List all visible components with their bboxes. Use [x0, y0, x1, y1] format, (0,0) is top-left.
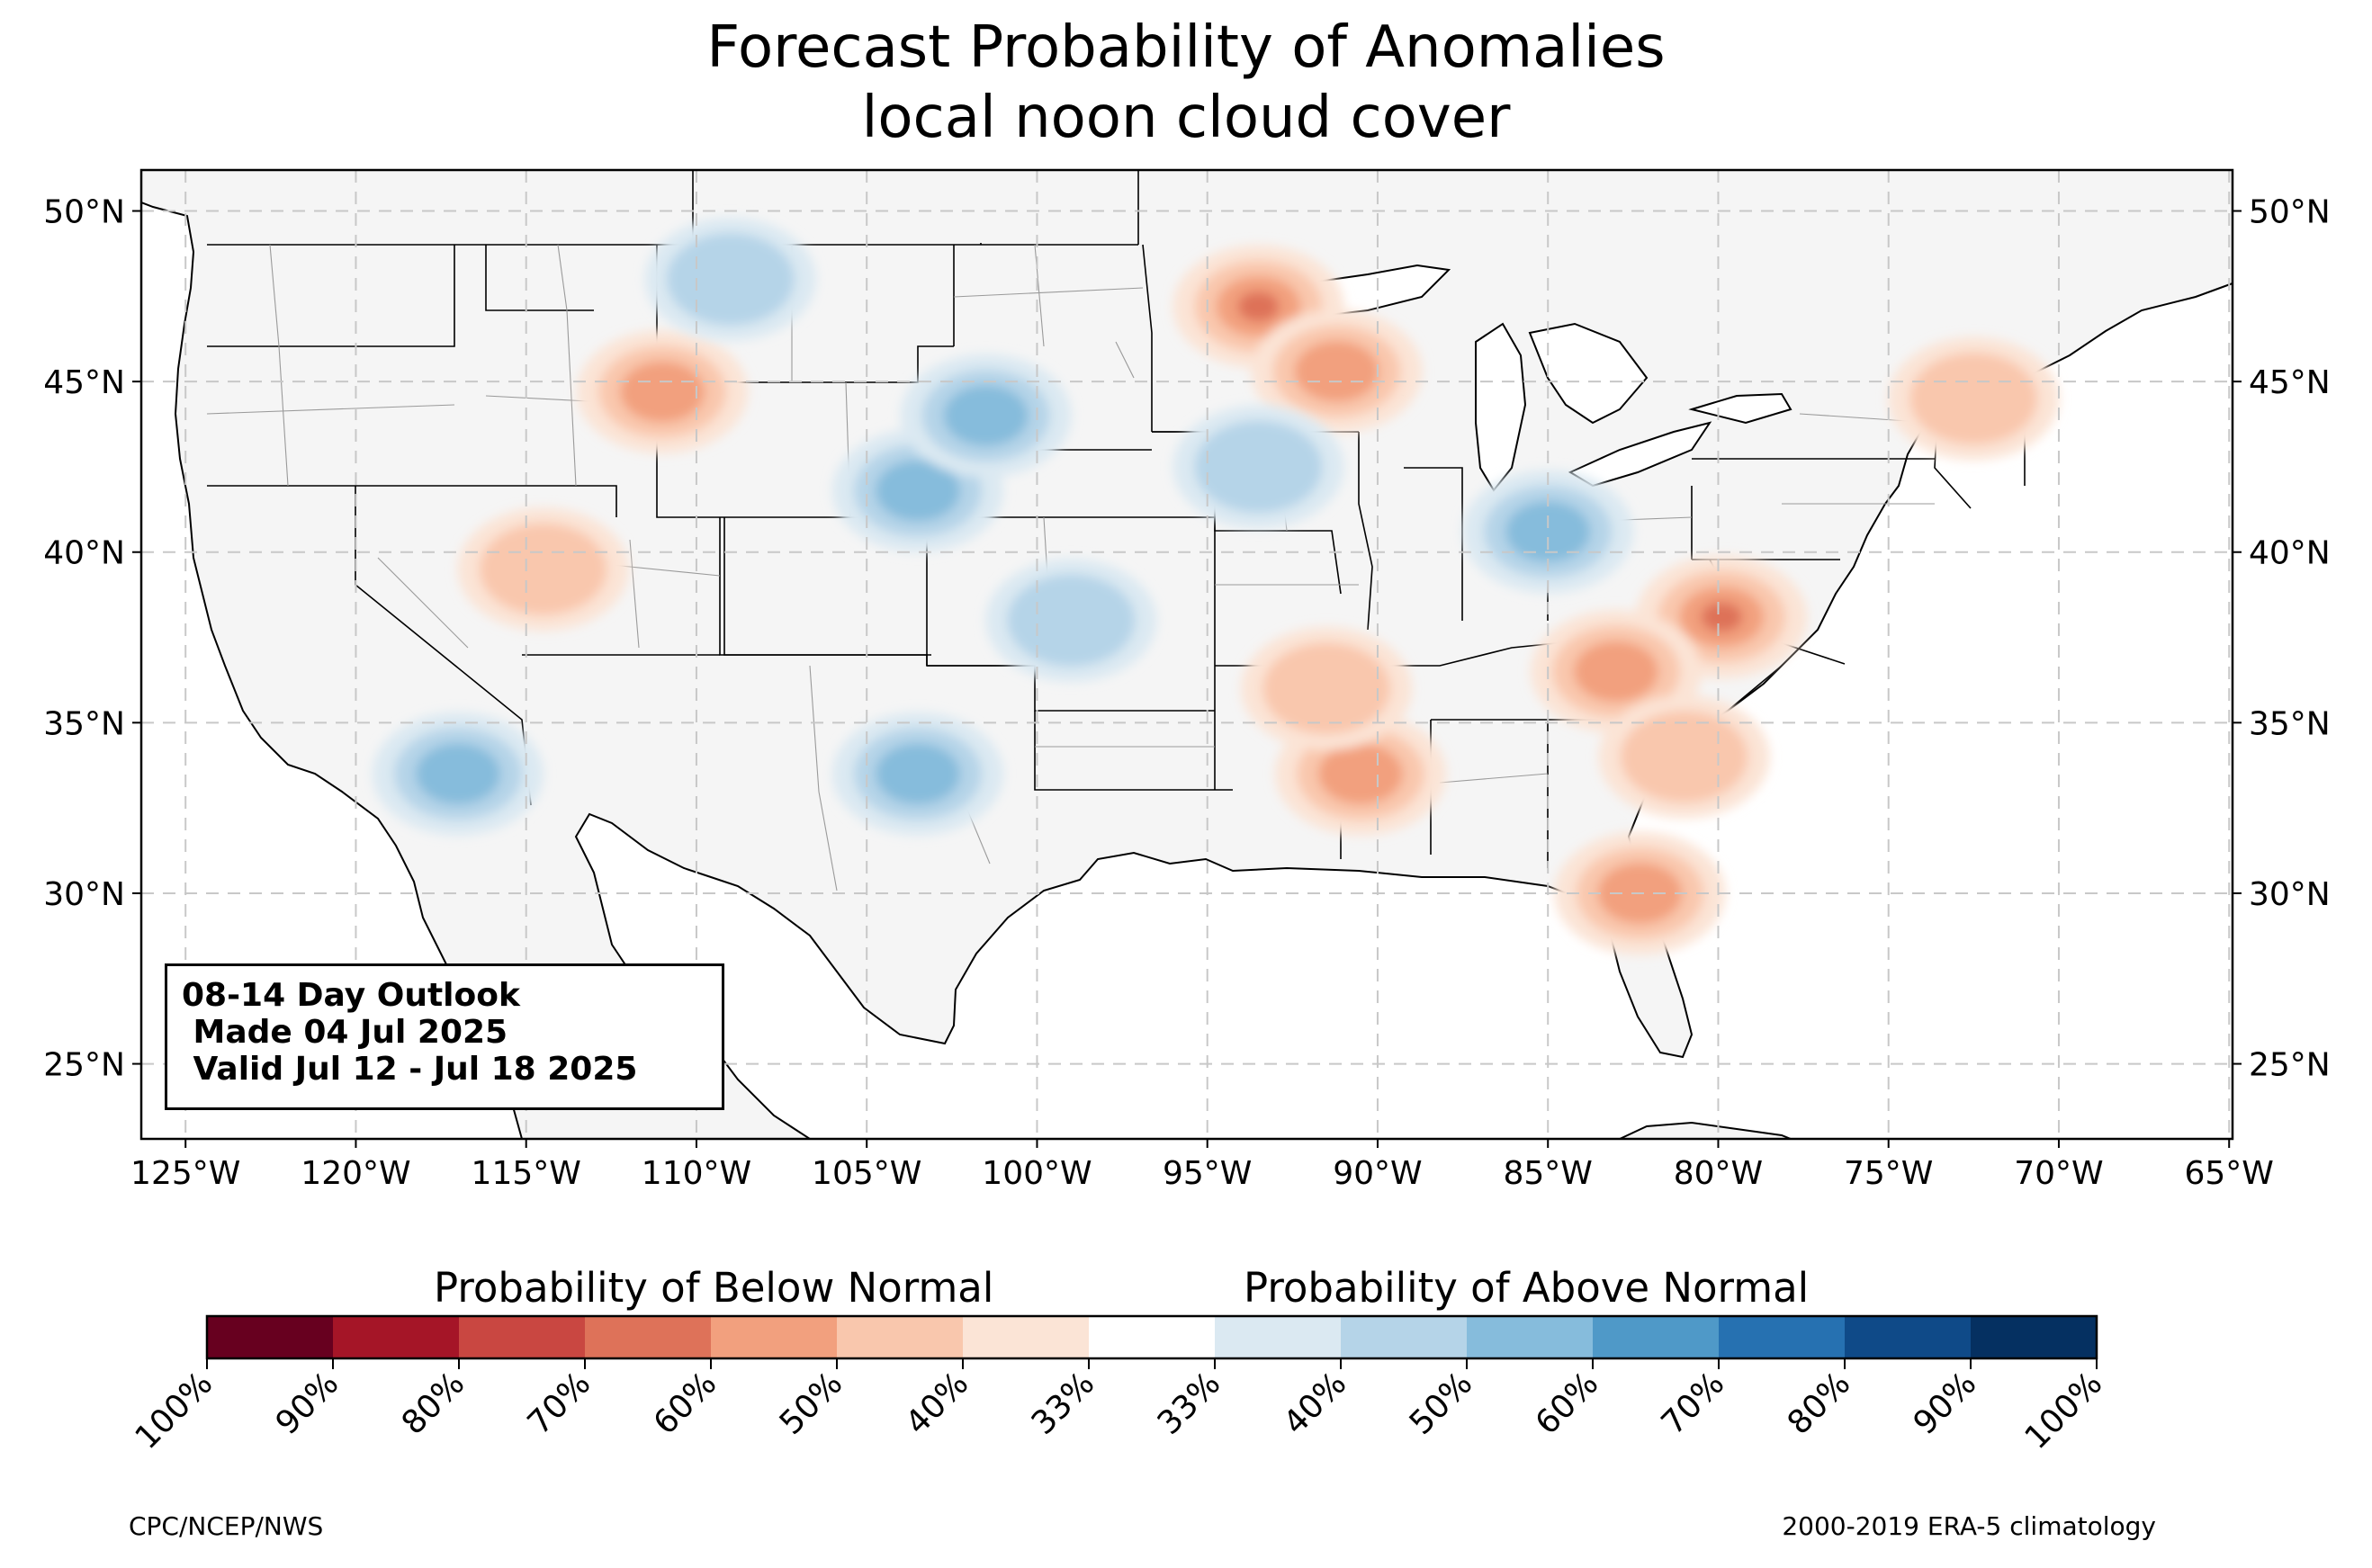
lat-tick-label-right: 25°N — [2249, 1047, 2331, 1084]
lon-tick-label: 110°W — [642, 1155, 751, 1192]
colorbar-tick-label: 40% — [1277, 1365, 1354, 1442]
lat-tick-label-left: 40°N — [43, 535, 125, 572]
outlook-line-1: 08-14 Day Outlook — [182, 977, 520, 1014]
colorbar-tick-label: 50% — [1403, 1365, 1480, 1442]
colorbar-segment — [1215, 1316, 1342, 1358]
colorbar-tick-label: 33% — [1151, 1365, 1228, 1442]
lat-tick-label-right: 45°N — [2249, 364, 2331, 401]
map-border — [139, 168, 2234, 1141]
outlook-info-box: 08-14 Day Outlook Made 04 Jul 2025 Valid… — [165, 963, 724, 1110]
land-cuba — [1619, 1121, 1792, 1139]
lat-tick-label-left: 45°N — [43, 364, 125, 401]
colorbar-segment — [1719, 1316, 1846, 1358]
colorbar-segment — [1089, 1316, 1216, 1358]
colorbar-segment — [1467, 1316, 1594, 1358]
chart-title: Forecast Probability of Anomalies local … — [0, 13, 2372, 153]
lat-tick-label-right: 50°N — [2249, 194, 2331, 231]
lat-tick-label-right: 35°N — [2249, 705, 2331, 742]
lon-tick-label: 80°W — [1674, 1155, 1763, 1192]
below-normal-region — [1294, 340, 1379, 402]
colorbar-tick-label: 60% — [647, 1365, 724, 1442]
below-normal-region — [620, 361, 705, 423]
below-normal-region — [1237, 291, 1280, 322]
axis-ticks: 125°W 120°W 115°W 110°W 105°W 100°W 95°W 90°W 85… — [43, 194, 2331, 1192]
colorbar-tick-label: 90% — [269, 1365, 346, 1442]
colorbar: 100% 90% 80% 70% 60% 50% 40% 33% 33% 40% 50% 60% 70%… — [129, 1314, 2110, 1456]
below-normal-region — [1909, 352, 2038, 445]
colorbar-segment — [585, 1316, 712, 1358]
lon-tick-label: 125°W — [130, 1155, 240, 1192]
lon-tick-label: 70°W — [2014, 1155, 2103, 1192]
colorbar-segment — [207, 1316, 334, 1358]
above-normal-region — [1505, 501, 1591, 562]
above-normal-region — [416, 743, 501, 805]
outlook-line-2: Made 04 Jul 2025 — [182, 1014, 508, 1051]
colorbar-tick-label: 80% — [1781, 1365, 1858, 1442]
colorbar-segment — [459, 1316, 586, 1358]
lat-tick-label-left: 35°N — [43, 705, 125, 742]
below-normal-region — [1573, 641, 1658, 703]
colorbar-segment — [1341, 1316, 1468, 1358]
below-normal-region — [1620, 711, 1748, 803]
colorbar-tick-label: 60% — [1529, 1365, 1606, 1442]
lon-tick-label: 65°W — [2185, 1155, 2274, 1192]
above-normal-region — [1007, 574, 1136, 667]
lon-tick-label: 105°W — [812, 1155, 921, 1192]
colorbar-tick-label: 70% — [1655, 1365, 1732, 1442]
legend-above-label: Probability of Above Normal — [1244, 1264, 1810, 1312]
colorbar-tick-label: 33% — [1025, 1365, 1102, 1442]
below-normal-region — [1262, 642, 1391, 735]
lon-tick-label: 85°W — [1504, 1155, 1593, 1192]
colorbar-segment — [837, 1316, 964, 1358]
below-normal-region — [479, 523, 607, 615]
legend-below-label: Probability of Below Normal — [434, 1264, 994, 1312]
above-normal-region — [1194, 420, 1323, 514]
colorbar-border — [205, 1314, 2098, 1360]
colorbar-tick-label: 100% — [2018, 1365, 2110, 1456]
above-normal-region — [875, 460, 960, 522]
colorbar-segment — [333, 1316, 460, 1358]
outlook-line-3: Valid Jul 12 - Jul 18 2025 — [182, 1051, 638, 1088]
lat-tick-label-left: 30°N — [43, 876, 125, 913]
colorbar-segment — [1593, 1316, 1720, 1358]
colorbar-segment — [711, 1316, 838, 1358]
colorbar-segment — [963, 1316, 1090, 1358]
title-line-1: Forecast Probability of Anomalies — [706, 14, 1666, 81]
colorbar-segment — [1845, 1316, 1972, 1358]
title-line-2: local noon cloud cover — [861, 85, 1511, 151]
lat-tick-label-left: 50°N — [43, 194, 125, 231]
above-normal-region — [666, 233, 795, 326]
below-normal-region — [1701, 602, 1743, 632]
lon-tick-label: 120°W — [301, 1155, 410, 1192]
footer-climatology: 2000-2019 ERA-5 climatology — [1782, 1511, 2156, 1541]
colorbar-tick-label: 90% — [1907, 1365, 1984, 1442]
above-normal-region — [943, 385, 1029, 446]
lat-tick-label-right: 40°N — [2249, 535, 2331, 572]
lat-tick-label-left: 25°N — [43, 1047, 125, 1084]
lon-tick-label: 90°W — [1333, 1155, 1422, 1192]
below-normal-region — [1318, 743, 1404, 805]
colorbar-tick-label: 50% — [773, 1365, 850, 1442]
lon-tick-label: 100°W — [982, 1155, 1092, 1192]
colorbar-segment — [1971, 1316, 2098, 1358]
lon-tick-label: 95°W — [1163, 1155, 1252, 1192]
lon-tick-label: 75°W — [1844, 1155, 1933, 1192]
colorbar-tick-label: 40% — [899, 1365, 976, 1442]
lon-tick-label: 115°W — [472, 1155, 581, 1192]
colorbar-tick-label: 100% — [129, 1365, 220, 1456]
lat-tick-label-right: 30°N — [2249, 876, 2331, 913]
colorbar-tick-label: 70% — [521, 1365, 598, 1442]
above-normal-regions — [373, 217, 1634, 836]
colorbar-tick-label: 80% — [395, 1365, 472, 1442]
footer-source: CPC/NCEP/NWS — [129, 1511, 324, 1541]
above-normal-region — [875, 743, 960, 805]
